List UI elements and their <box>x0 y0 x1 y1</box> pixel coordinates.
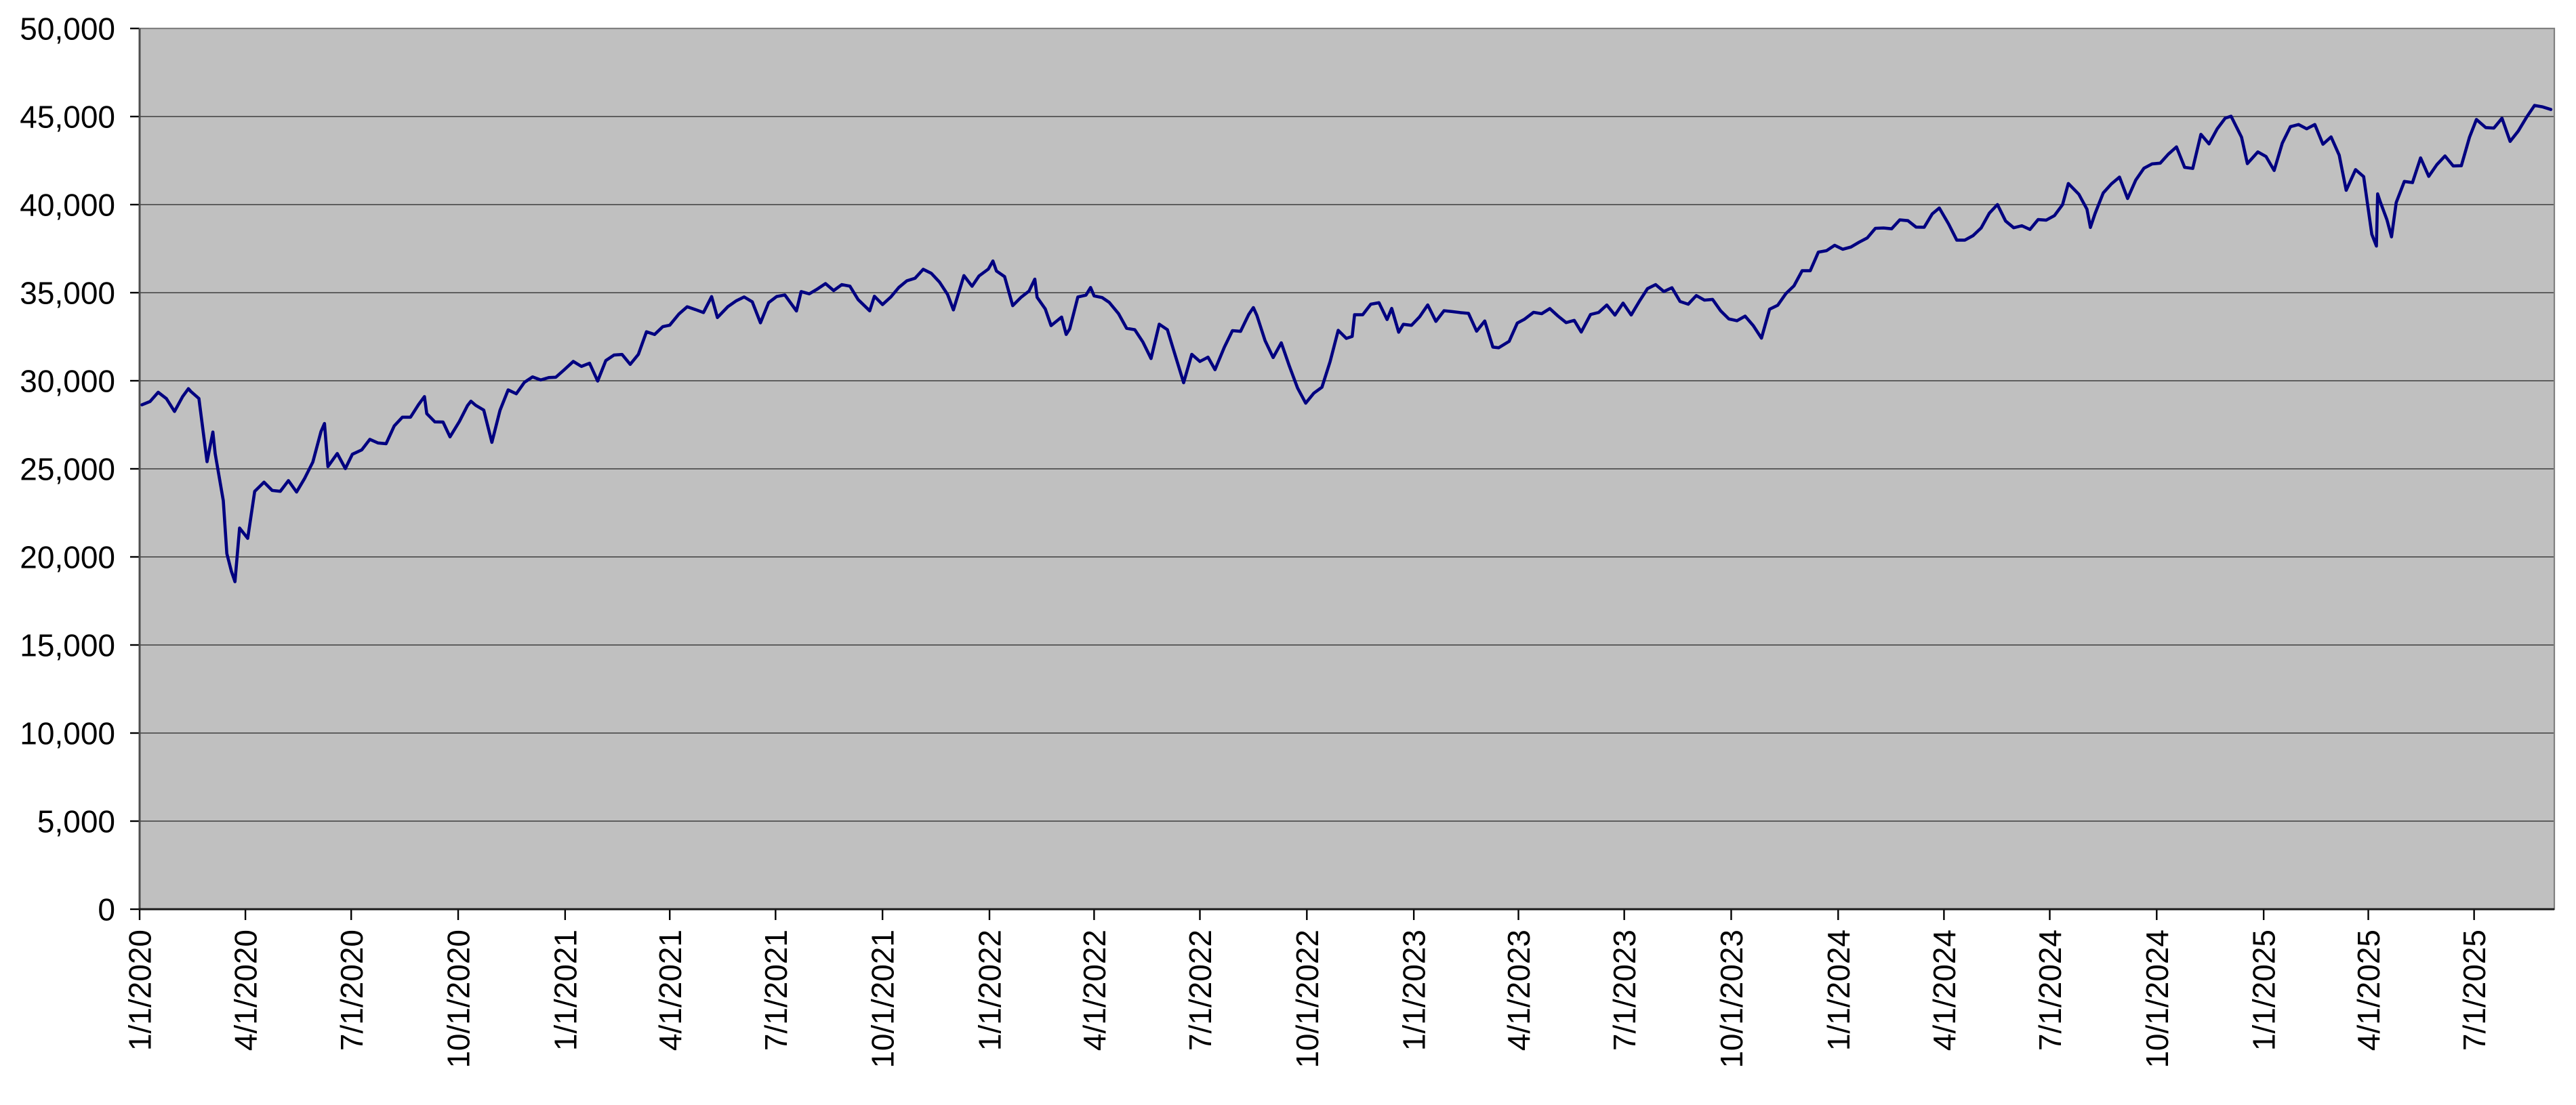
x-tick-label: 7/1/2025 <box>2457 930 2492 1051</box>
x-tick-label: 1/1/2020 <box>123 930 158 1051</box>
y-tick-label: 50,000 <box>20 12 115 47</box>
y-tick-label: 40,000 <box>20 188 115 223</box>
x-tick-label: 4/1/2023 <box>1501 930 1536 1051</box>
x-tick-label: 7/1/2020 <box>334 930 369 1051</box>
y-tick-label: 0 <box>98 892 115 927</box>
x-tick-label: 4/1/2024 <box>1927 930 1962 1051</box>
x-axis-ticks <box>138 909 2475 920</box>
x-axis-labels: 1/1/2020 4/1/2020 7/1/2020 10/1/2020 1/1/202… <box>123 930 2493 1068</box>
x-tick-label: 4/1/2020 <box>228 930 264 1051</box>
x-tick-label: 1/1/2023 <box>1397 930 1432 1051</box>
x-tick-label: 10/1/2021 <box>865 930 901 1068</box>
y-tick-label: 20,000 <box>20 540 115 575</box>
x-tick-label: 7/1/2023 <box>1607 930 1642 1051</box>
y-tick-label: 5,000 <box>37 804 115 839</box>
x-tick-label: 1/1/2025 <box>2247 930 2282 1051</box>
x-tick-label: 1/1/2024 <box>1821 930 1856 1051</box>
x-tick-label: 10/1/2020 <box>441 930 476 1068</box>
djia-series-line <box>140 104 2553 583</box>
x-tick-label: 4/1/2021 <box>653 930 688 1051</box>
y-tick-label: 30,000 <box>20 364 115 399</box>
y-tick-label: 15,000 <box>20 628 115 663</box>
x-tick-label: 1/1/2021 <box>548 930 583 1051</box>
x-tick-label: 7/1/2022 <box>1183 930 1218 1051</box>
x-tick-label: 10/1/2022 <box>1290 930 1325 1068</box>
y-tick-label: 35,000 <box>20 276 115 311</box>
x-tick-label: 7/1/2021 <box>758 930 794 1051</box>
x-tick-label: 10/1/2024 <box>2140 930 2175 1068</box>
y-axis-labels: 50,000 45,000 40,000 35,000 30,000 25,000 20,0… <box>20 12 115 927</box>
x-tick-label: 4/1/2022 <box>1077 930 1112 1051</box>
y-tick-label: 10,000 <box>20 716 115 751</box>
y-axis-ticks <box>130 27 140 911</box>
plot-border <box>138 27 2556 911</box>
y-tick-label: 45,000 <box>20 100 115 135</box>
x-tick-label: 10/1/2023 <box>1714 930 1749 1068</box>
y-tick-label: 25,000 <box>20 452 115 487</box>
x-tick-label: 1/1/2022 <box>973 930 1008 1051</box>
x-tick-label: 4/1/2025 <box>2351 930 2386 1051</box>
x-tick-label: 7/1/2024 <box>2032 930 2068 1051</box>
